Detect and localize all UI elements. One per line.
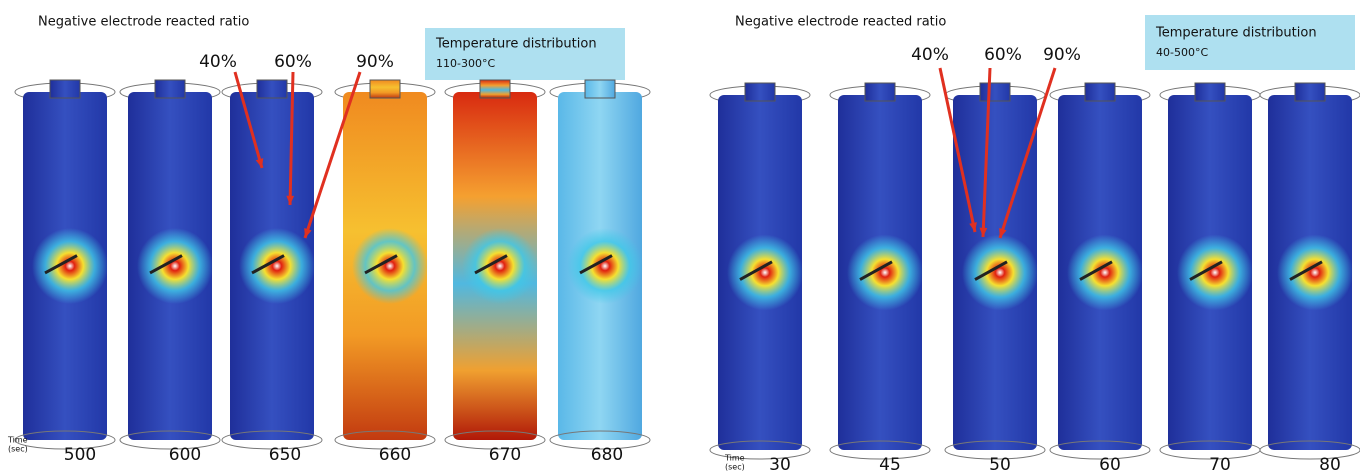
page: Negative electrode reacted ratio Tempera… xyxy=(0,0,1360,475)
cylinder-terminal xyxy=(865,83,895,101)
hot-spot xyxy=(137,228,213,304)
panel: Negative electrode reacted ratio Tempera… xyxy=(710,15,1360,475)
ratio-label: 90% xyxy=(356,52,394,72)
hot-spot xyxy=(962,235,1038,311)
ratio-label: 90% xyxy=(1043,45,1081,65)
time-value: 50 xyxy=(989,455,1011,475)
cylinder-terminal xyxy=(480,80,510,98)
time-value: 680 xyxy=(591,445,623,465)
ratio-label: 40% xyxy=(911,45,949,65)
time-label: Time xyxy=(724,454,745,463)
time-value: 60 xyxy=(1099,455,1121,475)
time-value: 600 xyxy=(169,445,201,465)
hot-spot xyxy=(1067,235,1143,311)
hot-spot xyxy=(239,228,315,304)
cylinder-terminal xyxy=(257,80,287,98)
panel-title: Negative electrode reacted ratio xyxy=(38,15,249,30)
figure: Negative electrode reacted ratio Tempera… xyxy=(0,0,1360,475)
hot-spot xyxy=(352,228,428,304)
hot-spot xyxy=(727,235,803,311)
info-title: Temperature distribution xyxy=(1155,26,1317,41)
time-value: 500 xyxy=(64,445,96,465)
cylinder-terminal xyxy=(370,80,400,98)
cylinder-terminal xyxy=(1295,83,1325,101)
cylinder-terminal xyxy=(1085,83,1115,101)
cylinder-terminal xyxy=(745,83,775,101)
hot-spot xyxy=(567,228,643,304)
panel: Negative electrode reacted ratio Tempera… xyxy=(7,15,650,466)
time-value: 70 xyxy=(1209,455,1231,475)
info-title: Temperature distribution xyxy=(435,37,597,52)
hot-spot xyxy=(462,228,538,304)
hot-spot xyxy=(32,228,108,304)
cylinder-terminal xyxy=(980,83,1010,101)
info-range: 40-500°C xyxy=(1156,46,1208,59)
ratio-label: 60% xyxy=(984,45,1022,65)
time-unit: (sec) xyxy=(725,463,745,472)
hot-spot xyxy=(1277,235,1353,311)
hot-spot xyxy=(1177,235,1253,311)
time-label: Time xyxy=(7,436,28,445)
time-value: 650 xyxy=(269,445,301,465)
time-value: 45 xyxy=(879,455,901,475)
info-box xyxy=(1145,15,1355,70)
cylinder-terminal xyxy=(50,80,80,98)
hot-spot xyxy=(847,235,923,311)
time-value: 670 xyxy=(489,445,521,465)
ratio-label: 60% xyxy=(274,52,312,72)
info-range: 110-300°C xyxy=(436,57,495,70)
ratio-label: 40% xyxy=(199,52,237,72)
time-unit: (sec) xyxy=(8,445,28,454)
time-value: 660 xyxy=(379,445,411,465)
cylinder-terminal xyxy=(1195,83,1225,101)
cylinder-terminal xyxy=(155,80,185,98)
time-value: 80 xyxy=(1319,455,1341,475)
panel-title: Negative electrode reacted ratio xyxy=(735,15,946,30)
cylinder-terminal xyxy=(585,80,615,98)
time-value: 30 xyxy=(769,455,791,475)
